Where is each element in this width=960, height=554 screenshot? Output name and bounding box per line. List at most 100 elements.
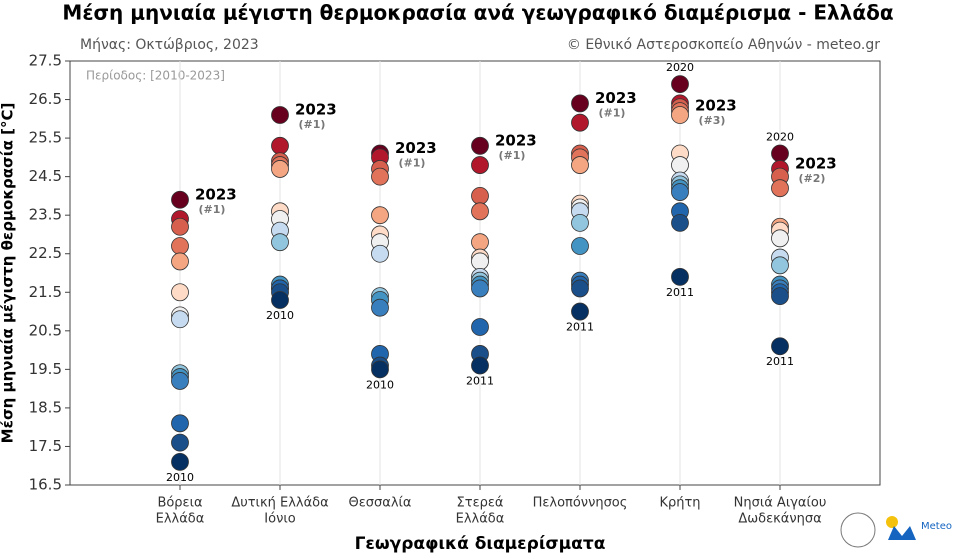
y-axis-label: Μέση μηνιαία μέγιστη θερμοκρασία [°C] (0, 103, 17, 444)
min-year: 2011 (766, 355, 794, 368)
x-axis-label: Γεωγραφικά διαμερίσματα (355, 534, 606, 554)
dot (571, 279, 589, 298)
x-tick-label: Ελλάδα (156, 512, 205, 527)
record-rank: (#3) (699, 114, 726, 127)
dot (571, 156, 589, 174)
max-year: 2020 (666, 61, 694, 74)
dot (771, 229, 789, 248)
dot (571, 302, 589, 321)
dot (271, 136, 289, 155)
dot (371, 244, 389, 263)
dot (671, 156, 689, 174)
dot (771, 144, 789, 163)
dot (171, 217, 189, 236)
dot (671, 75, 689, 94)
dot (371, 360, 389, 379)
dot (471, 156, 489, 174)
dot (771, 179, 789, 198)
dot (571, 213, 589, 232)
dot (471, 279, 489, 298)
y-tick-label: 24.5 (29, 167, 62, 185)
min-year: 2011 (666, 286, 694, 299)
min-year: 2010 (266, 309, 294, 322)
y-tick-label: 27.5 (29, 52, 62, 70)
dot (171, 414, 189, 433)
record-year: 2023 (395, 139, 437, 157)
dot (471, 202, 489, 221)
y-tick-label: 25.5 (29, 129, 62, 147)
record-rank: (#1) (299, 118, 326, 131)
min-year: 2011 (566, 321, 594, 334)
record-year: 2023 (695, 97, 737, 115)
dot (671, 183, 689, 201)
y-tick-label: 16.5 (29, 476, 62, 494)
max-year: 2020 (766, 131, 794, 144)
record-rank: (#1) (599, 106, 626, 119)
dot (271, 106, 289, 124)
x-tick-label: Νησιά Αιγαίου (734, 496, 827, 511)
dot (471, 318, 489, 336)
dot (271, 233, 289, 252)
x-tick-label: Κρήτη (659, 496, 700, 511)
record-year: 2023 (795, 154, 837, 172)
record-year: 2023 (495, 131, 537, 149)
dot (171, 237, 189, 255)
dot (471, 356, 489, 375)
plot-frame (69, 60, 881, 486)
dot (171, 190, 189, 209)
period: Περίοδος: [2010-2023] (86, 69, 225, 83)
dot (771, 287, 789, 306)
dot (471, 136, 489, 155)
y-tick-label: 17.5 (29, 437, 62, 455)
dot (171, 310, 189, 329)
dot (671, 267, 689, 286)
y-tick-label: 19.5 (29, 360, 62, 378)
logo-text: Meteo (921, 521, 952, 532)
y-tick-label: 21.5 (29, 283, 62, 301)
dot (271, 160, 289, 178)
min-year: 2011 (466, 375, 494, 388)
y-tick-label: 26.5 (29, 90, 62, 108)
record-rank: (#1) (199, 203, 226, 216)
dot (571, 94, 589, 113)
y-tick-label: 18.5 (29, 398, 62, 416)
chart-title: Μέση μηνιαία μέγιστη θερμοκρασία ανά γεω… (62, 1, 893, 25)
dot (371, 298, 389, 317)
x-tick-label: Πελοπόννησος (533, 496, 628, 511)
dot (371, 167, 389, 186)
min-year: 2010 (366, 378, 394, 391)
record-rank: (#1) (499, 149, 526, 162)
dot (671, 213, 689, 232)
logo-mark (888, 526, 916, 540)
dot (571, 237, 589, 255)
x-tick-label: Ελλάδα (456, 512, 505, 527)
dot (771, 337, 789, 356)
y-tick-label: 23.5 (29, 206, 62, 224)
record-year: 2023 (595, 89, 637, 107)
x-tick-label: Βόρεια (157, 496, 202, 511)
dot (471, 233, 489, 252)
min-year: 2010 (166, 471, 194, 484)
dot (671, 106, 689, 124)
y-tick-label: 22.5 (29, 244, 62, 262)
credit: © Εθνικό Αστεροσκοπείο Αθηνών - meteo.gr (567, 37, 880, 53)
x-tick-label: Δωδεκάνησα (738, 512, 821, 527)
x-tick-label: Ιόνιο (264, 512, 295, 527)
dot (571, 113, 589, 132)
record-year: 2023 (195, 185, 237, 203)
logo-sun (886, 516, 898, 528)
y-tick-label: 20.5 (29, 321, 62, 339)
dot (371, 206, 389, 225)
dot (471, 252, 489, 271)
x-tick-label: Θεσσαλία (349, 496, 412, 511)
record-rank: (#2) (799, 172, 826, 185)
dot (171, 283, 189, 302)
dot (771, 256, 789, 275)
dot (171, 433, 189, 452)
logo-seal (840, 512, 876, 548)
dot (171, 452, 189, 471)
subtitle: Μήνας: Οκτώβριος, 2023 (80, 37, 259, 53)
record-year: 2023 (295, 100, 337, 118)
dot (471, 187, 489, 205)
